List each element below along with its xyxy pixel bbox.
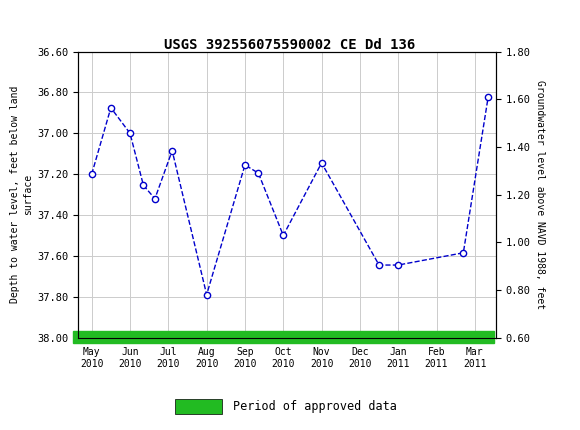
Bar xyxy=(72,332,494,343)
Text: USGS: USGS xyxy=(38,6,97,25)
Y-axis label: Depth to water level, feet below land
surface: Depth to water level, feet below land su… xyxy=(10,86,33,303)
Text: Period of approved data: Period of approved data xyxy=(233,400,397,413)
Bar xyxy=(175,399,222,414)
Y-axis label: Groundwater level above NAVD 1988, feet: Groundwater level above NAVD 1988, feet xyxy=(535,80,545,309)
Text: USGS 392556075590002 CE Dd 136: USGS 392556075590002 CE Dd 136 xyxy=(164,38,416,52)
